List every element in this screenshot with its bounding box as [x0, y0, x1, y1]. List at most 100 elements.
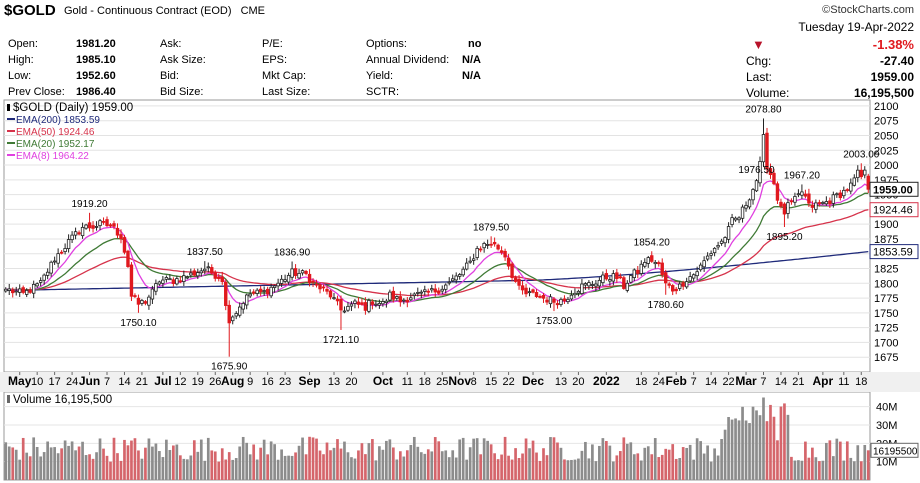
candle-body	[559, 298, 563, 305]
chart-symbol: $GOLD	[4, 2, 56, 19]
candle-body	[531, 289, 535, 293]
volume-bar	[528, 448, 531, 480]
candle-body	[203, 268, 207, 272]
candle-body	[395, 296, 399, 299]
candle-body	[737, 217, 741, 221]
candle-body	[838, 192, 843, 199]
yield-value: N/A	[462, 70, 481, 82]
candle-body	[740, 206, 745, 219]
volume-bar	[695, 438, 699, 480]
volume-bar	[650, 454, 654, 480]
volume-bar	[220, 448, 224, 480]
candle-body	[353, 300, 357, 304]
candle-body	[419, 291, 423, 294]
price-annotation: 2078.80	[745, 104, 782, 115]
candle-body	[705, 255, 710, 260]
ema20-legend: EMA(20) 1952.17	[16, 139, 95, 150]
volume-bar	[500, 454, 503, 480]
candle-body	[143, 301, 148, 304]
volume-bar	[818, 461, 821, 480]
volume-bar	[276, 459, 280, 480]
candle-body	[632, 269, 636, 278]
candle-body	[807, 193, 811, 204]
candle-body	[758, 161, 762, 184]
candle-body	[835, 193, 839, 196]
volume-bar	[507, 455, 510, 480]
ema50-end-label: 1924.46	[873, 205, 913, 217]
y-tick-label: 1875	[874, 234, 898, 246]
candle-body	[199, 270, 203, 274]
volume-bar	[371, 439, 374, 480]
price-annotation: 1895.20	[766, 232, 803, 243]
volume-bar	[196, 451, 200, 480]
candle-body	[416, 292, 420, 294]
x-tick-label: 13	[555, 376, 567, 388]
volume-bar	[339, 448, 343, 480]
volume-bar	[318, 450, 322, 480]
candle-body	[782, 203, 787, 215]
options-label: Options:	[366, 38, 407, 50]
volume-bar	[866, 450, 870, 480]
x-tick-label: 14	[705, 376, 717, 388]
volume-bar	[475, 438, 479, 480]
volume-bar	[210, 450, 214, 480]
x-tick-label: 24	[653, 376, 665, 388]
candle-body	[555, 303, 560, 306]
volume-bar	[664, 448, 668, 480]
candle-body	[255, 289, 259, 294]
low-value: 1952.60	[76, 70, 116, 82]
volume-bar	[688, 444, 692, 480]
volume-bar	[563, 459, 566, 480]
candle-body	[398, 296, 403, 303]
volume-bar	[357, 450, 360, 480]
volume-bar	[105, 455, 109, 480]
volume-bar	[248, 454, 252, 480]
candle-body	[185, 276, 190, 279]
volume-bar	[140, 458, 144, 480]
volume-bar	[765, 421, 769, 480]
candle-body	[660, 262, 664, 276]
volume-bar	[350, 457, 353, 480]
candle-body	[112, 223, 116, 227]
candle-body	[105, 219, 109, 227]
volume-bar	[433, 437, 437, 480]
x-tick-label: Feb	[666, 374, 687, 388]
open-label: Open:	[8, 38, 38, 50]
quote-date: Tuesday 19-Apr-2022	[798, 20, 914, 34]
candle-body	[821, 202, 825, 204]
candle-body	[14, 290, 18, 293]
candle-body	[391, 290, 396, 300]
bid-size-label: Bid Size:	[160, 86, 204, 98]
volume-bar	[238, 446, 242, 480]
volume-bar	[304, 454, 308, 480]
candle-body	[381, 301, 385, 305]
last-price-label: 1959.00	[873, 184, 913, 196]
candle-body	[28, 290, 32, 293]
volume-bar	[4, 442, 8, 480]
volume-bar	[364, 454, 367, 480]
volume-bar	[95, 452, 98, 480]
volume-bar	[699, 441, 702, 480]
volume-bar	[273, 444, 276, 480]
candle-body	[356, 301, 361, 305]
volume-bar	[671, 444, 675, 480]
volume-bar	[786, 414, 790, 480]
volume-bar	[123, 439, 126, 480]
y-tick-label: 1700	[874, 337, 898, 349]
candle-body	[115, 227, 120, 236]
candle-body	[52, 260, 57, 263]
candle-body	[126, 250, 130, 267]
volume-bar	[53, 447, 56, 480]
candle-body	[657, 262, 661, 265]
volume-bar	[800, 460, 804, 480]
y-tick-label: 1750	[874, 308, 898, 320]
volume-legend-icon	[7, 395, 10, 403]
volume-bar	[598, 445, 601, 480]
x-tick-label: Oct	[373, 374, 393, 388]
ask-size-label: Ask Size:	[160, 54, 206, 66]
candle-body	[485, 244, 490, 246]
candle-body	[56, 253, 60, 264]
candle-body	[49, 261, 53, 274]
ask-label: Ask:	[160, 38, 182, 50]
candle-body	[513, 277, 518, 282]
